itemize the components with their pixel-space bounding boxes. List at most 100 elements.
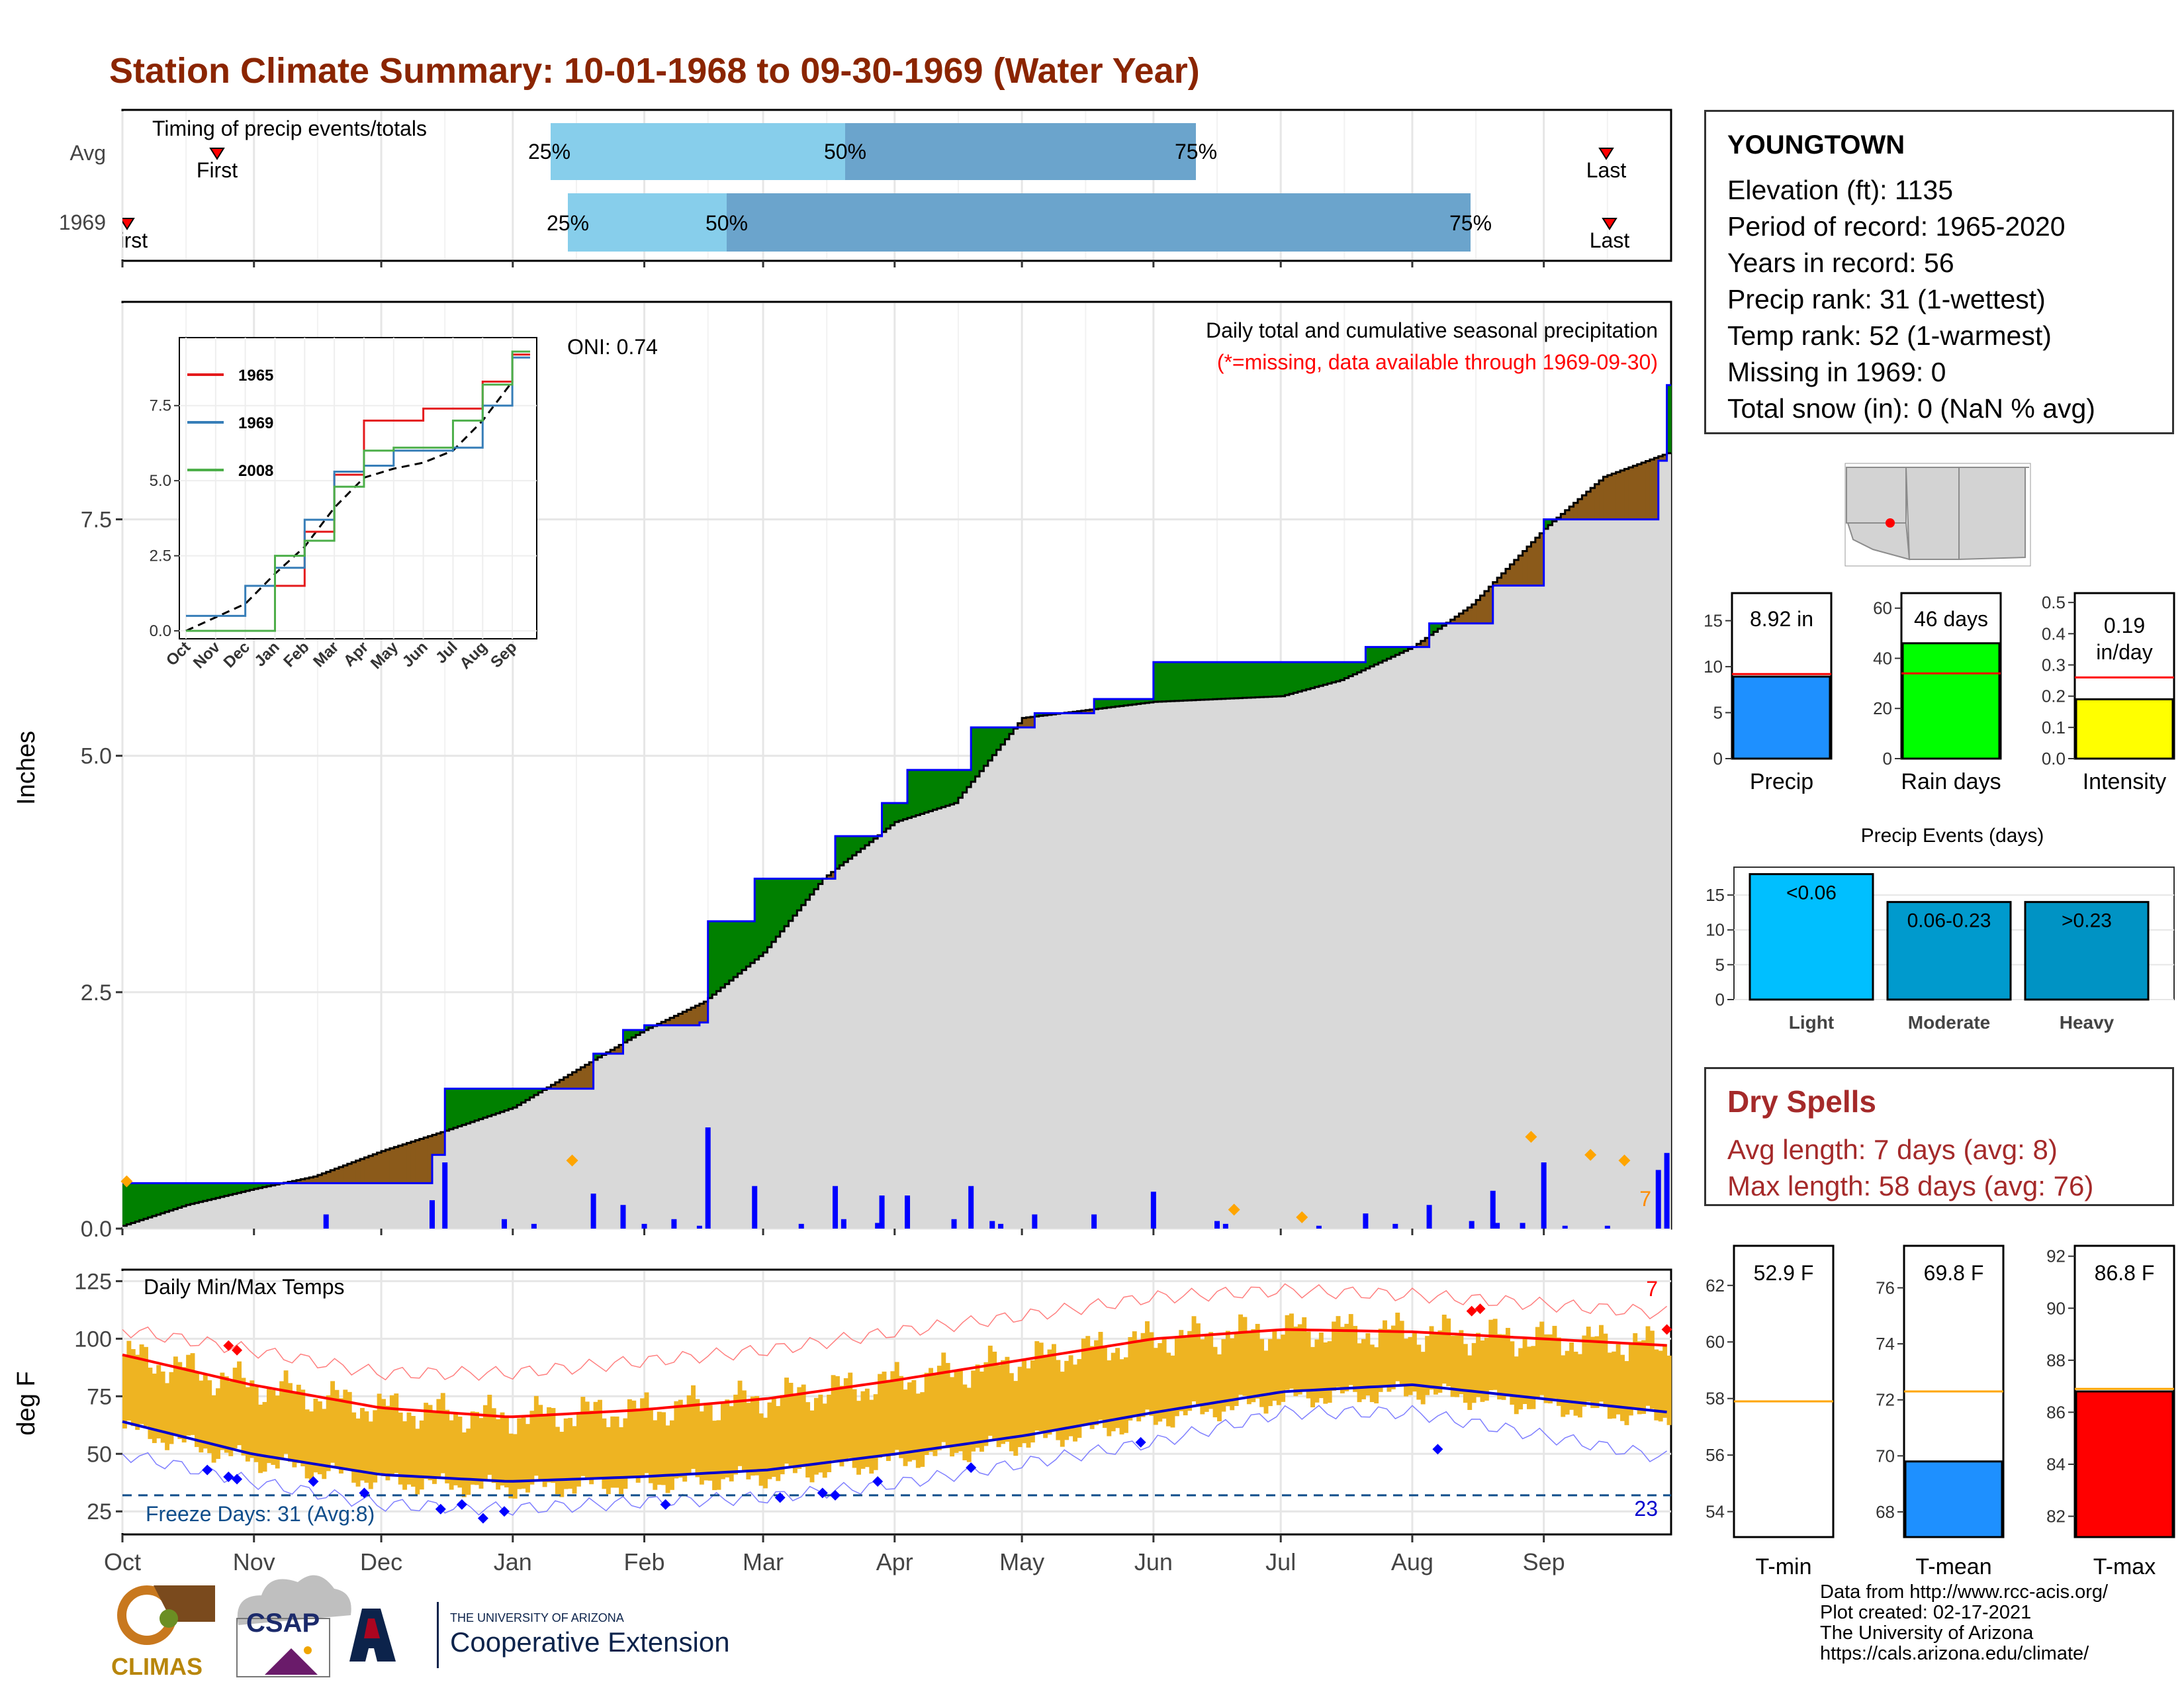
- dry-spells-box: Dry Spells Avg length: 7 days (avg: 8) M…: [1704, 1067, 2174, 1206]
- tmean-y-tick-label: 74: [1876, 1334, 1895, 1354]
- daily-temp-bar: [754, 1395, 760, 1476]
- above-average-fill: [173, 1183, 178, 1209]
- daily-temp-bar: [1136, 1339, 1142, 1422]
- daily-temp-bar: [313, 1398, 318, 1473]
- raindays-chart: 0 20 40 60 46 days Rain days: [1873, 592, 2002, 794]
- raindays-y-tick-label: 20: [1873, 698, 1892, 718]
- avg-last-marker: [1598, 148, 1614, 160]
- raindays-value-label: 46 days: [1914, 607, 1988, 631]
- above-average-fill: [1276, 662, 1281, 696]
- raindays-axis-label: Rain days: [1901, 769, 2001, 794]
- above-average-fill: [160, 1183, 165, 1213]
- below-average-fill: [1628, 467, 1633, 520]
- daily-temp-bar: [657, 1411, 662, 1485]
- temp-y-tick-label: 125: [74, 1269, 112, 1294]
- tmin-y-tick-label: 62: [1706, 1276, 1725, 1295]
- below-average-fill: [373, 1154, 378, 1184]
- intensity-axis-label: Intensity: [2083, 769, 2167, 794]
- above-average-fill: [737, 921, 743, 974]
- events-bar-label: >0.23: [2062, 910, 2112, 932]
- daily-temp-bar: [627, 1399, 632, 1477]
- above-average-fill: [203, 1183, 208, 1201]
- below-average-fill: [1531, 542, 1536, 586]
- daily-temp-bar: [695, 1399, 700, 1477]
- daily-temp-bar: [1573, 1351, 1578, 1416]
- events-y-tick-label: 5: [1715, 955, 1725, 974]
- below-average-fill: [1599, 480, 1604, 520]
- daily-temp-bar: [568, 1417, 573, 1489]
- daily-temp-bar: [130, 1349, 136, 1427]
- daily-precip-bar: [1664, 1152, 1670, 1229]
- above-average-fill: [1387, 647, 1392, 659]
- precip-y-tick-label: 15: [1704, 611, 1723, 631]
- daily-temp-bar: [1416, 1344, 1422, 1400]
- y1969-q25-label: 25%: [547, 211, 589, 235]
- daily-temp-bar: [1195, 1323, 1201, 1405]
- daily-temp-bar: [1170, 1355, 1175, 1428]
- below-average-fill: [555, 1082, 560, 1089]
- above-average-fill: [784, 878, 790, 927]
- below-average-fill: [576, 1070, 581, 1089]
- daily-temp-bar: [827, 1394, 832, 1472]
- daily-temp-bar: [283, 1370, 289, 1454]
- daily-temp-bar: [478, 1418, 484, 1489]
- above-average-fill: [139, 1183, 144, 1221]
- x-tick-label-may: May: [999, 1548, 1044, 1575]
- daily-temp-bar: [1344, 1323, 1349, 1391]
- above-average-fill: [1293, 662, 1298, 693]
- above-average-fill: [199, 1183, 204, 1202]
- below-average-fill: [1476, 600, 1481, 624]
- above-average-fill: [194, 1183, 199, 1203]
- daily-temp-bar: [758, 1413, 764, 1486]
- above-average-fill: [924, 770, 929, 813]
- daily-temp-bar: [500, 1412, 505, 1486]
- daily-temp-bar: [1450, 1335, 1455, 1397]
- above-average-fill: [1281, 662, 1286, 696]
- daily-temp-bar: [1293, 1327, 1298, 1397]
- daily-temp-bar: [1412, 1331, 1417, 1392]
- daily-precip-bar: [323, 1214, 329, 1229]
- daily-temp-bar: [360, 1408, 365, 1481]
- x-tick-label-feb: Feb: [624, 1548, 665, 1575]
- temp-y-tick-label: 75: [87, 1384, 112, 1409]
- above-average-fill: [1357, 662, 1362, 673]
- daily-temp-bar: [1488, 1319, 1494, 1391]
- daily-temp-bar: [1302, 1317, 1307, 1390]
- daily-precip-bar: [442, 1162, 448, 1229]
- daily-temp-bar: [169, 1372, 174, 1444]
- daily-temp-bar: [1085, 1336, 1091, 1424]
- above-average-fill: [929, 770, 934, 812]
- above-average-fill: [776, 878, 781, 937]
- above-average-fill: [992, 727, 997, 755]
- below-average-fill: [428, 1136, 433, 1184]
- above-average-fill: [1123, 699, 1128, 706]
- daily-temp-bar: [1068, 1355, 1073, 1436]
- daily-temp-bar: [742, 1390, 747, 1472]
- above-average-fill: [482, 1088, 488, 1118]
- dry-spells-max: Max length: 58 days (avg: 76): [1727, 1170, 2094, 1201]
- above-average-fill: [852, 836, 857, 856]
- below-average-fill: [1649, 459, 1655, 520]
- above-average-fill: [475, 1088, 480, 1121]
- daily-temp-bar: [1387, 1329, 1392, 1392]
- record-low-marker: [660, 1499, 671, 1510]
- below-average-fill: [410, 1141, 416, 1184]
- above-average-fill: [521, 1088, 526, 1103]
- events-y-tick-label: 10: [1706, 920, 1725, 940]
- daily-temp-bar: [1073, 1364, 1077, 1442]
- daily-temp-bar: [1297, 1324, 1302, 1395]
- daily-temp-bar: [228, 1381, 234, 1456]
- below-average-fill: [1518, 555, 1524, 586]
- record-low-marker: [435, 1503, 446, 1515]
- below-average-fill: [406, 1143, 412, 1184]
- above-average-fill: [508, 1088, 514, 1109]
- extreme-precip-marker: [1525, 1131, 1537, 1143]
- daily-temp-bar: [1357, 1343, 1362, 1403]
- daily-temp-bar: [190, 1353, 195, 1435]
- below-average-fill: [584, 1064, 590, 1089]
- daily-temp-bar: [1115, 1348, 1120, 1429]
- above-average-fill: [266, 1183, 271, 1187]
- below-average-fill: [309, 1177, 314, 1184]
- x-tick-label-mar: Mar: [743, 1548, 784, 1575]
